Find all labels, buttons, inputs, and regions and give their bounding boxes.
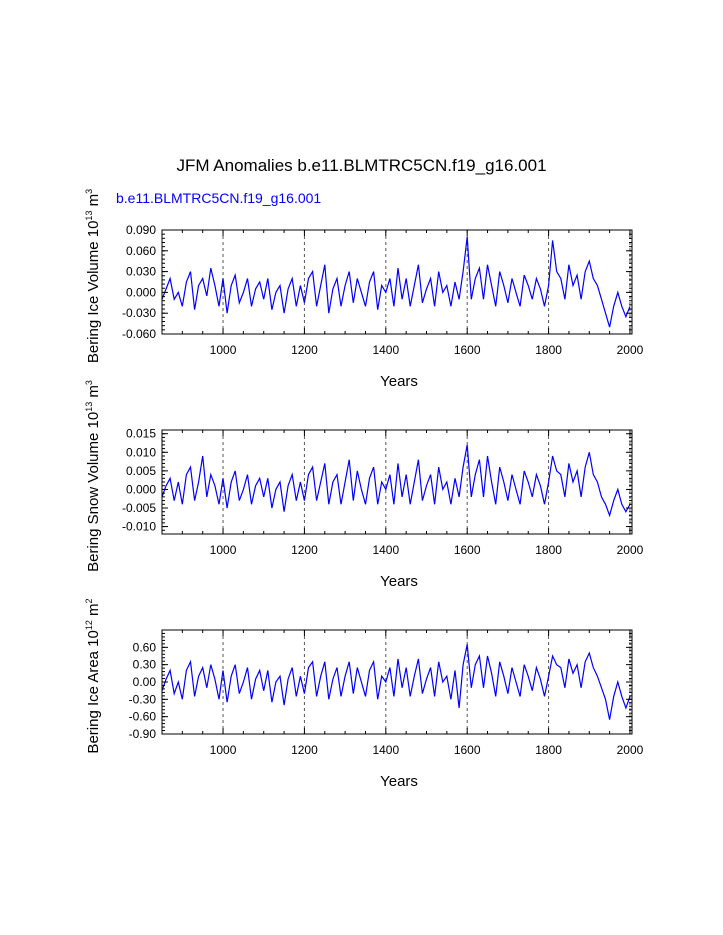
x-tick-label: 1200 bbox=[291, 743, 318, 757]
x-tick-label: 1400 bbox=[372, 743, 399, 757]
y-axis-label: Bering Ice Area 1012 m2 bbox=[84, 598, 102, 753]
x-tick-label: 1200 bbox=[291, 543, 318, 557]
x-axis-label: Years bbox=[380, 573, 418, 590]
y-axis-label: Bering Ice Volume 1013 m3 bbox=[84, 189, 102, 363]
plot-frame bbox=[161, 429, 633, 535]
x-tick-label: 1000 bbox=[210, 743, 237, 757]
panel-snow-volume: 1000 1200 1400 1600 1800 2000 -0.010 -0.005 0.00… bbox=[84, 380, 644, 590]
plot-frame bbox=[161, 229, 633, 335]
x-tick-label: 1600 bbox=[454, 743, 481, 757]
series-line-snow-volume bbox=[161, 444, 631, 518]
y-tick-label: 0.015 bbox=[126, 427, 156, 441]
x-tick-label: 1400 bbox=[372, 543, 399, 557]
y-tick-label: 0.60 bbox=[133, 640, 157, 654]
x-tick-label: 1000 bbox=[210, 543, 237, 557]
y-tick-label: 0.030 bbox=[126, 265, 156, 279]
y-axis-label: Bering Snow Volume 1013 m3 bbox=[84, 380, 102, 572]
panel-ice-volume: 1000 1200 1400 1600 1800 2000 -0.060 -0.030 0.00… bbox=[84, 189, 644, 390]
x-tick-label: 1400 bbox=[372, 343, 399, 357]
y-tick-label: -0.060 bbox=[122, 327, 156, 341]
x-tick-label: 1200 bbox=[291, 343, 318, 357]
y-tick-label: -0.60 bbox=[129, 710, 157, 724]
series-line-ice-volume bbox=[161, 236, 631, 328]
x-tick-label: 2000 bbox=[617, 743, 644, 757]
panel-ice-area: 1000 1200 1400 1600 1800 2000 -0.90 -0.60 -0.30 0… bbox=[84, 598, 644, 790]
x-tick-label: 2000 bbox=[617, 543, 644, 557]
x-tick-label: 1000 bbox=[210, 343, 237, 357]
y-tick-label: -0.30 bbox=[129, 692, 157, 706]
y-tick-label: -0.005 bbox=[122, 501, 156, 515]
y-tick-label: 0.00 bbox=[133, 675, 157, 689]
x-tick-label: 1600 bbox=[454, 543, 481, 557]
y-tick-label: 0.060 bbox=[126, 244, 156, 258]
series-line-ice-area bbox=[161, 644, 631, 720]
y-tick-label: 0.010 bbox=[126, 445, 156, 459]
x-tick-label: 1800 bbox=[535, 343, 562, 357]
y-tick-label: 0.090 bbox=[126, 223, 156, 237]
y-tick-label: -0.030 bbox=[122, 306, 156, 320]
y-tick-label: 0.000 bbox=[126, 285, 156, 299]
chart-title: JFM Anomalies b.e11.BLMTRC5CN.f19_g16.00… bbox=[176, 156, 547, 175]
x-axis-label: Years bbox=[380, 773, 418, 790]
y-tick-label: 0.005 bbox=[126, 464, 156, 478]
x-tick-label: 1800 bbox=[535, 543, 562, 557]
x-tick-label: 1800 bbox=[535, 743, 562, 757]
y-tick-label: 0.000 bbox=[126, 482, 156, 496]
y-tick-label: 0.30 bbox=[133, 658, 157, 672]
plot-frame bbox=[161, 629, 633, 735]
x-tick-label: 2000 bbox=[617, 343, 644, 357]
x-axis-label: Years bbox=[380, 373, 418, 390]
y-tick-label: -0.010 bbox=[122, 520, 156, 534]
x-tick-label: 1600 bbox=[454, 343, 481, 357]
y-tick-label: -0.90 bbox=[129, 727, 157, 741]
series-label: b.e11.BLMTRC5CN.f19_g16.001 bbox=[116, 190, 322, 206]
